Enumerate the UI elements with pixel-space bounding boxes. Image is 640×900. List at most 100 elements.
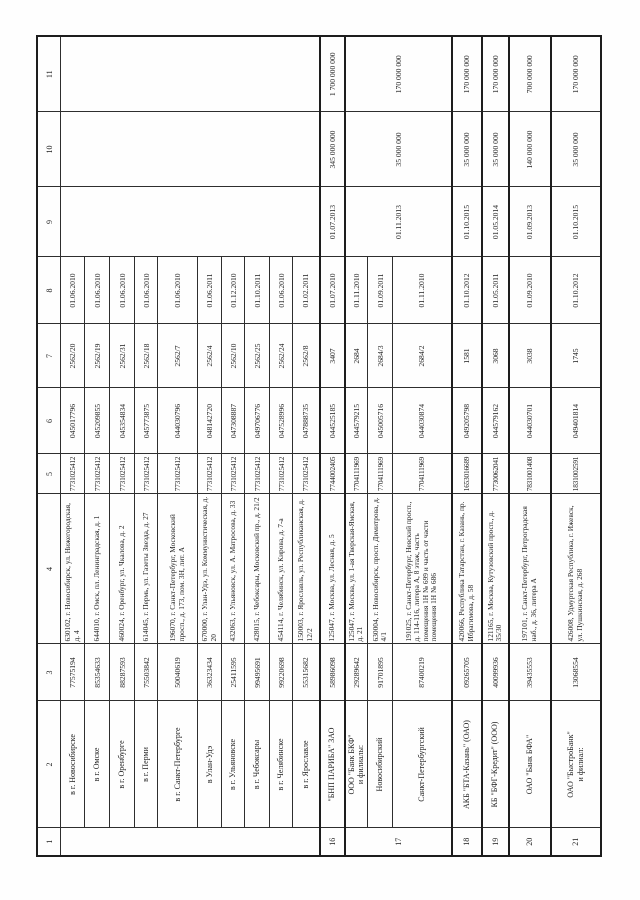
cell-bik: 047888735 bbox=[292, 388, 320, 454]
cell-reg-number: 2562/19 bbox=[84, 324, 110, 388]
cell-address: 454114, г. Челябинск, ул. Кирова, д. 7-а bbox=[269, 494, 293, 644]
cell-inn: 7731025412 bbox=[60, 454, 85, 494]
table-row: 18 АКБ "БТА-Казань" (ОАО) 09265705 420066, … bbox=[451, 36, 482, 856]
cell-date-2: 01.05.2014 bbox=[481, 187, 509, 257]
cell-reg-number: 2562/25 bbox=[244, 324, 270, 388]
column-number: 5 bbox=[37, 454, 61, 494]
cell-date-1: 01.12.2010 bbox=[221, 257, 245, 324]
cell-bik: 045209855 bbox=[84, 388, 110, 454]
cell-inn: 1831002591 bbox=[550, 454, 601, 494]
rotated-table-area: 1 2 3 4 5 6 7 8 9 10 11 в г. Новосибирске 77575194 6… bbox=[36, 35, 602, 857]
cell-bik: 045017796 bbox=[60, 388, 85, 454]
cell-date-2 bbox=[60, 187, 320, 257]
cell-code: 25411595 bbox=[221, 644, 245, 701]
cell-reg-number: 2562/10 bbox=[221, 324, 245, 388]
cell-date-1: 01.09.2011 bbox=[367, 257, 393, 324]
cell-bik: 044030701 bbox=[508, 388, 551, 454]
cell-bank-name: в г. Омске bbox=[84, 701, 110, 828]
cell-inn: 7731025412 bbox=[269, 454, 293, 494]
cell-code: 99220698 bbox=[269, 644, 293, 701]
column-number: 10 bbox=[37, 112, 61, 187]
table-row: 20 ОАО "Банк БФА" 39435553 197101, г. Санкт… bbox=[508, 36, 551, 856]
cell-code: 55315682 bbox=[292, 644, 320, 701]
cell-inn: 7731025412 bbox=[292, 454, 320, 494]
column-numbers-row: 1 2 3 4 5 6 7 8 9 10 11 bbox=[37, 36, 61, 856]
cell-reg-number: 2684/2 bbox=[392, 324, 452, 388]
cell-address: 125047, г. Москва, ул. 1-ая Тверская-Ямс… bbox=[344, 494, 368, 644]
cell-date-1: 01.07.2010 bbox=[319, 257, 345, 324]
cell-code: 77575194 bbox=[60, 644, 85, 701]
cell-date-1: 01.10.2011 bbox=[244, 257, 270, 324]
cell-inn: 7731025412 bbox=[244, 454, 270, 494]
cell-bank-name: в г. Челябинске bbox=[269, 701, 293, 828]
cell-amount-1: 35 000 000 bbox=[481, 112, 509, 187]
cell-reg-number: 3038 bbox=[508, 324, 551, 388]
cell-amount-2: 1 700 000 000 bbox=[319, 36, 345, 112]
cell-row-number: 16 bbox=[319, 828, 345, 856]
column-number: 3 bbox=[37, 644, 61, 701]
cell-amount-2: 170 000 000 bbox=[451, 36, 482, 112]
cell-code: 85354633 bbox=[84, 644, 110, 701]
cell-reg-number: 2562/8 bbox=[292, 324, 320, 388]
cell-address: 426008, Удмуртская Республика, г. Ижевск… bbox=[550, 494, 601, 644]
cell-bank-name: Санкт-Петербургский bbox=[392, 701, 452, 828]
cell-code: 09265705 bbox=[451, 644, 482, 701]
cell-code: 87400219 bbox=[392, 644, 452, 701]
cell-reg-number: 2562/4 bbox=[197, 324, 222, 388]
cell-bank-name: "БНП ПАРИБА" ЗАО bbox=[319, 701, 345, 828]
cell-code: 36323434 bbox=[197, 644, 222, 701]
cell-code: 91701895 bbox=[367, 644, 393, 701]
cell-amount-2: 170 000 000 bbox=[550, 36, 601, 112]
cell-amount-1: 35 000 000 bbox=[451, 112, 482, 187]
table-body: в г. Новосибирске 77575194 630102, г. Ново… bbox=[60, 36, 601, 856]
cell-reg-number: 3068 bbox=[481, 324, 509, 388]
cell-bank-name: в г. Ульяновске bbox=[221, 701, 245, 828]
cell-date-1: 01.06.2010 bbox=[60, 257, 85, 324]
cell-reg-number: 1581 bbox=[451, 324, 482, 388]
cell-reg-number: 2562/24 bbox=[269, 324, 293, 388]
cell-bank-name: ОАО "БыстроБанк" и филиал: bbox=[550, 701, 601, 828]
cell-date-1: 01.06.2010 bbox=[157, 257, 198, 324]
cell-address: 197101, г. Санкт-Петербург, Петроградска… bbox=[508, 494, 551, 644]
cell-code: 99495691 bbox=[244, 644, 270, 701]
cell-code: 40099936 bbox=[481, 644, 509, 701]
cell-bik: 045354834 bbox=[109, 388, 135, 454]
cell-amount-2: 700 000 000 bbox=[508, 36, 551, 112]
credit-orgs-table: 1 2 3 4 5 6 7 8 9 10 11 в г. Новосибирске 77575194 6… bbox=[36, 35, 602, 857]
cell-date-1: 01.06.2010 bbox=[84, 257, 110, 324]
cell-code: 88287593 bbox=[109, 644, 135, 701]
cell-bik: 044579162 bbox=[481, 388, 509, 454]
cell-inn: 7731025412 bbox=[221, 454, 245, 494]
cell-date-2: 01.10.2015 bbox=[451, 187, 482, 257]
cell-bank-name: в Улан-Удэ bbox=[197, 701, 222, 828]
cell-amount-1 bbox=[60, 112, 320, 187]
cell-reg-number: 1745 bbox=[550, 324, 601, 388]
cell-row-number: 18 bbox=[451, 828, 482, 856]
cell-address: 670000, г. Улан-Удэ, ул. Коммунистическа… bbox=[197, 494, 222, 644]
cell-address: 150003, г. Ярославль, ул. Республиканска… bbox=[292, 494, 320, 644]
cell-inn: 7731025412 bbox=[157, 454, 198, 494]
cell-inn: 7731025412 bbox=[109, 454, 135, 494]
cell-bik: 044525185 bbox=[319, 388, 345, 454]
cell-address: 428015, г. Чебоксары, Московский пр., д.… bbox=[244, 494, 270, 644]
cell-amount-1: 35 000 000 bbox=[550, 112, 601, 187]
cell-bik: 045773875 bbox=[134, 388, 158, 454]
cell-reg-number: 2684/3 bbox=[367, 324, 393, 388]
column-number: 7 bbox=[37, 324, 61, 388]
cell-bik: 048142720 bbox=[197, 388, 222, 454]
column-number: 8 bbox=[37, 257, 61, 324]
cell-address: 644010, г. Омск, пл. Ленинградская, д. 1 bbox=[84, 494, 110, 644]
cell-inn: 7731025412 bbox=[197, 454, 222, 494]
cell-bank-name: Новосибирский bbox=[367, 701, 393, 828]
cell-address: 630102, г. Новосибирск, ул. Нижегородска… bbox=[60, 494, 85, 644]
cell-code: 13068554 bbox=[550, 644, 601, 701]
column-number: 4 bbox=[37, 494, 61, 644]
cell-inn: 7704111969 bbox=[392, 454, 452, 494]
cell-date-1: 01.06.2010 bbox=[109, 257, 135, 324]
cell-reg-number: 2562/20 bbox=[60, 324, 85, 388]
table-row: 21 ОАО "БыстроБанк" и филиал: 13068554 4260… bbox=[550, 36, 601, 856]
cell-date-2: 01.07.2013 bbox=[319, 187, 345, 257]
cell-address: 191025, г. Санкт-Петербург, Невский прос… bbox=[392, 494, 452, 644]
cell-amount-2: 170 000 000 bbox=[344, 36, 452, 112]
cell-address: 432063, г. Ульяновск, ул. А. Матросова, … bbox=[221, 494, 245, 644]
